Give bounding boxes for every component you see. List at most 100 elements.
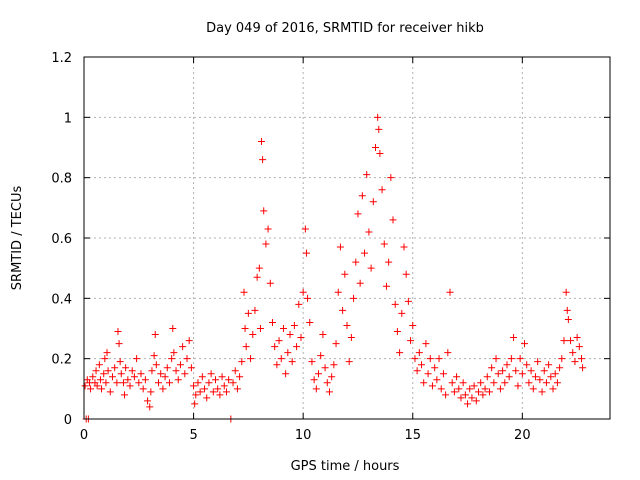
data-point-marker — [424, 370, 432, 378]
data-point-marker — [284, 349, 292, 357]
data-point-marker — [169, 325, 177, 332]
data-point-marker — [255, 264, 263, 272]
data-point-marker — [437, 385, 445, 393]
data-point-marker — [518, 370, 526, 378]
data-point-marker — [507, 355, 515, 363]
data-point-marker — [196, 388, 204, 396]
data-point-marker — [308, 358, 316, 366]
data-point-marker — [343, 321, 351, 329]
data-point-marker — [457, 394, 465, 402]
data-point-marker — [297, 334, 305, 342]
data-point-marker — [461, 391, 469, 399]
data-point-marker — [155, 379, 163, 387]
data-point-marker — [306, 318, 314, 326]
data-point-marker — [378, 186, 386, 194]
data-point-marker — [157, 370, 165, 378]
data-point-marker — [391, 300, 399, 308]
data-point-marker — [111, 364, 119, 372]
data-point-marker — [299, 288, 307, 296]
data-point-marker — [113, 379, 121, 387]
data-point-marker — [279, 325, 287, 332]
data-point-marker — [538, 388, 546, 396]
data-point-marker — [409, 321, 417, 329]
x-tick-label: 0 — [80, 428, 88, 443]
data-point-marker — [275, 337, 283, 345]
data-point-marker — [187, 364, 195, 372]
data-point-marker — [560, 337, 568, 345]
data-point-marker — [126, 382, 134, 390]
data-point-marker — [551, 370, 559, 378]
data-point-marker — [505, 373, 513, 381]
data-point-marker — [236, 373, 244, 381]
data-point-marker — [256, 325, 264, 332]
data-point-marker — [315, 370, 323, 378]
data-point-marker — [104, 367, 112, 375]
data-point-marker — [334, 288, 342, 296]
data-point-marker — [93, 382, 101, 390]
data-point-marker — [575, 343, 583, 351]
data-point-marker — [464, 400, 472, 408]
x-tick-label: 20 — [514, 428, 531, 443]
data-point-marker — [496, 385, 504, 393]
data-point-marker — [100, 370, 108, 378]
data-point-marker — [89, 373, 97, 381]
data-point-marker — [382, 282, 390, 290]
data-point-marker — [114, 328, 122, 336]
data-point-marker — [562, 288, 570, 296]
data-point-marker — [222, 388, 230, 396]
data-point-marker — [490, 379, 498, 387]
data-point-marker — [260, 207, 268, 215]
data-point-marker — [98, 385, 106, 393]
data-point-marker — [407, 337, 415, 345]
data-point-marker — [185, 337, 193, 345]
data-point-marker — [295, 300, 303, 308]
data-point-marker — [242, 343, 250, 351]
data-point-marker — [475, 388, 482, 396]
data-point-marker — [385, 258, 393, 266]
data-point-marker — [402, 270, 410, 278]
data-point-marker — [400, 243, 408, 251]
y-tick-label: 0.2 — [51, 353, 72, 368]
data-point-marker — [558, 355, 566, 363]
data-point-marker — [262, 240, 270, 248]
data-point-marker — [444, 349, 452, 357]
data-point-marker — [259, 156, 267, 164]
data-point-marker — [328, 373, 336, 381]
chart-title: Day 049 of 2016, SRMTID for receiver hik… — [206, 21, 484, 36]
data-point-marker — [389, 216, 397, 224]
data-point-marker — [92, 367, 100, 375]
x-axis-title: GPS time / hours — [291, 459, 400, 474]
data-point-marker — [375, 125, 383, 133]
data-point-marker — [124, 376, 132, 384]
axis-ticks — [83, 56, 610, 420]
data-point-marker — [481, 385, 489, 393]
data-point-marker — [168, 355, 176, 363]
data-point-marker — [264, 225, 272, 233]
data-point-marker — [483, 373, 491, 381]
data-point-marker — [161, 373, 169, 381]
data-point-marker — [523, 361, 531, 369]
data-point-marker — [121, 391, 129, 399]
data-point-marker — [290, 321, 298, 329]
y-axis-title: SRMTID / TECUs — [10, 186, 25, 291]
data-point-marker — [369, 198, 377, 206]
data-point-marker — [567, 337, 575, 345]
data-point-marker — [201, 385, 209, 393]
data-point-marker — [116, 358, 124, 366]
data-point-marker — [231, 367, 239, 375]
tick-labels: 0 5 10 15 20 0 0.2 0.4 0.6 0.8 1 1.2 — [51, 51, 530, 443]
data-point-marker — [87, 385, 95, 393]
data-point-marker — [165, 379, 173, 387]
data-point-marker — [354, 210, 362, 218]
data-point-marker — [301, 225, 309, 233]
data-point-marker — [387, 174, 395, 182]
data-point-marker — [271, 343, 279, 351]
data-point-marker — [216, 391, 224, 399]
data-point-marker — [542, 379, 550, 387]
data-point-marker — [426, 355, 434, 363]
data-point-marker — [325, 388, 333, 396]
data-point-marker — [453, 373, 461, 381]
data-point-marker — [282, 370, 290, 378]
data-point-marker — [163, 364, 171, 372]
